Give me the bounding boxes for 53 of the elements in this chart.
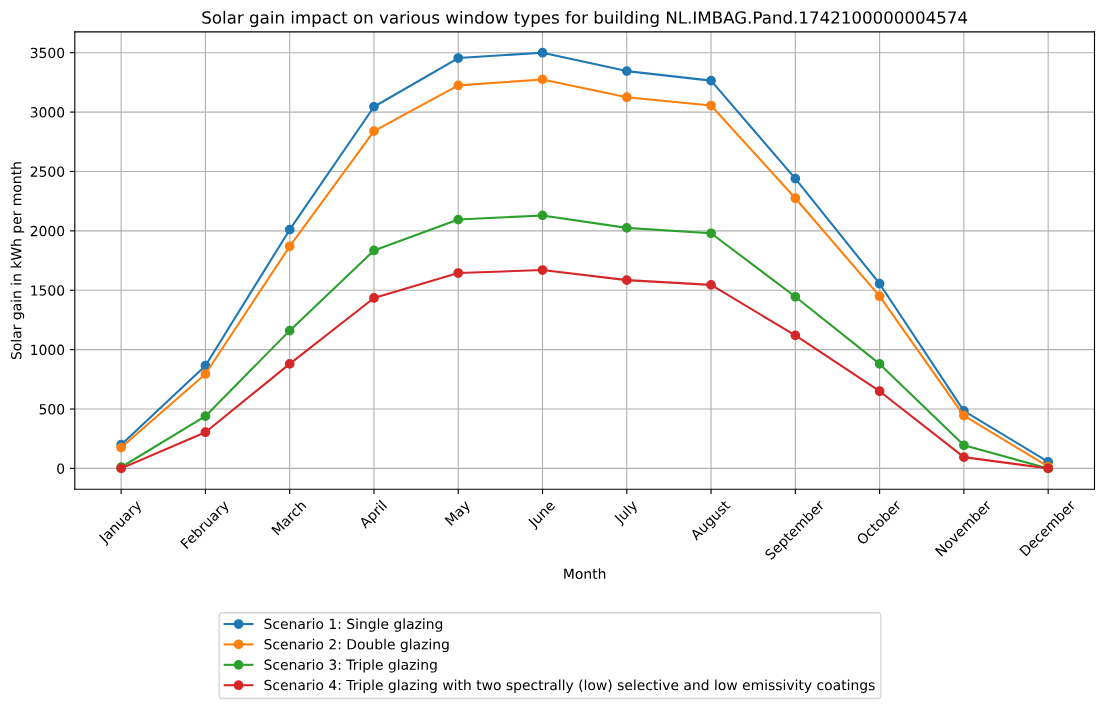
point [453,268,464,278]
point [706,100,716,111]
point [621,66,632,76]
point [706,228,716,239]
point [790,291,801,302]
point [874,291,885,302]
point [790,330,801,341]
point [874,278,885,289]
point [200,369,211,379]
point [369,245,379,256]
y-tick-label: 1500 [31,285,65,296]
point [537,265,548,275]
y-tick-label: 3000 [30,107,65,118]
point [790,193,801,204]
point [874,359,885,369]
point [284,359,295,369]
point [453,53,464,63]
y-tick-label: 2500 [30,166,65,177]
point [959,452,969,463]
point [200,427,211,438]
y-tick-label: 3500 [30,47,65,59]
point [537,47,548,58]
point [959,410,969,421]
point [874,386,885,397]
point [959,440,969,451]
point [284,325,295,336]
point [706,280,716,290]
point [706,75,716,86]
point [790,173,801,184]
chart-title: Solar gain impact on various window types for building NL.IMBAG.Pand.1742100000004574 [202,10,968,28]
point [453,80,464,91]
point [537,210,548,221]
point [200,411,211,422]
point [369,101,379,112]
point [369,293,379,303]
point [369,126,379,136]
legend-label: Scenario 3: Triple glazing [264,659,437,673]
legend-label: Scenario 4: Triple glazing with two spectrally (low) selective and low emissivity coatings [264,679,875,693]
point [621,92,632,103]
y-axis-title: Solar gain in kWh per month [10,162,25,360]
point [537,74,548,85]
y-tick-label: 500 [39,404,65,415]
legend-label: Scenario 1: Single glazing [264,618,443,632]
point [453,214,464,225]
point [621,275,632,286]
y-tick-label: 2000 [30,225,65,237]
point [621,223,632,233]
y-tick-label: 0 [57,463,65,474]
x-axis-title: Month [564,568,606,580]
point [284,224,295,235]
point [284,241,295,252]
legend-label: Scenario 2: Double glazing [264,638,449,653]
y-tick-label: 1000 [31,344,65,356]
